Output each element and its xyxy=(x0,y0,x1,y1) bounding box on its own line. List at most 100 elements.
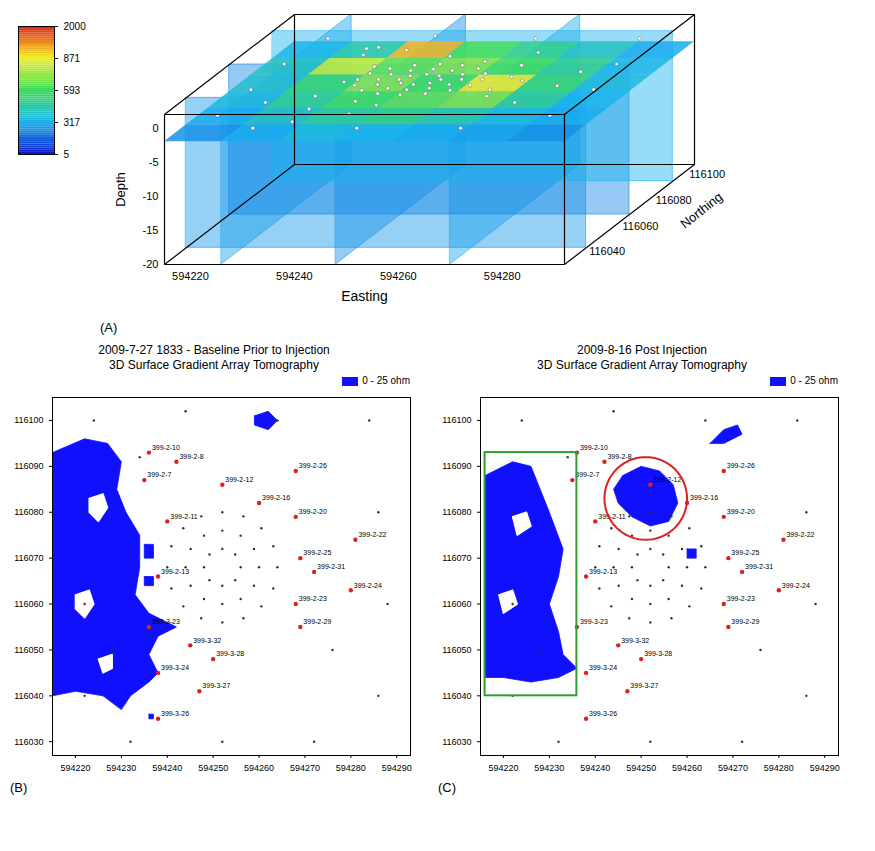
svg-text:-20: -20 xyxy=(143,258,159,270)
svg-text:-10: -10 xyxy=(143,190,159,202)
svg-text:594280: 594280 xyxy=(764,763,794,773)
svg-text:116090: 116090 xyxy=(14,461,43,471)
svg-text:399-3-28: 399-3-28 xyxy=(216,650,244,657)
svg-text:594280: 594280 xyxy=(336,763,366,773)
svg-text:116060: 116060 xyxy=(14,599,43,609)
svg-text:116100: 116100 xyxy=(14,415,43,425)
html-text:(B): (B) xyxy=(10,780,28,795)
svg-text:594240: 594240 xyxy=(580,763,610,773)
svg-text:399-3-27: 399-3-27 xyxy=(630,682,658,689)
svg-text:399-2-16: 399-2-16 xyxy=(690,494,718,501)
svg-text:116030: 116030 xyxy=(14,737,43,747)
svg-text:594220: 594220 xyxy=(488,763,518,773)
svg-text:399-2-13: 399-2-13 xyxy=(161,568,189,575)
svg-text:594260: 594260 xyxy=(672,763,702,773)
svg-text:116060: 116060 xyxy=(623,220,659,232)
svg-text:594240: 594240 xyxy=(152,763,182,773)
svg-text:116060: 116060 xyxy=(442,599,471,609)
svg-text:2000: 2000 xyxy=(64,21,87,32)
svg-text:116080: 116080 xyxy=(442,507,471,517)
html-text:2009-7-27 1833 - Baseline Prio: 2009-7-27 1833 - Baseline Prior to Injec… xyxy=(98,343,330,357)
svg-text:399-2-10: 399-2-10 xyxy=(580,444,608,451)
svg-text:594270: 594270 xyxy=(290,763,320,773)
svg-text:399-2-31: 399-2-31 xyxy=(745,563,773,570)
svg-text:399-3-32: 399-3-32 xyxy=(621,637,649,644)
svg-text:871: 871 xyxy=(64,53,81,64)
svg-text:594260: 594260 xyxy=(244,763,274,773)
svg-text:399-2-7: 399-2-7 xyxy=(575,471,599,478)
svg-text:399-2-7: 399-2-7 xyxy=(147,471,171,478)
svg-text:116030: 116030 xyxy=(442,737,471,747)
svg-text:399-2-24: 399-2-24 xyxy=(354,582,382,589)
svg-text:116080: 116080 xyxy=(656,194,692,206)
svg-text:594230: 594230 xyxy=(106,763,136,773)
svg-text:399-2-25: 399-2-25 xyxy=(303,549,331,556)
svg-text:594290: 594290 xyxy=(382,763,412,773)
svg-text:399-2-13: 399-2-13 xyxy=(589,568,617,575)
svg-text:399-2-23: 399-2-23 xyxy=(299,595,327,602)
svg-text:399-2-20: 399-2-20 xyxy=(727,508,755,515)
svg-text:399-2-22: 399-2-22 xyxy=(358,531,386,538)
svg-text:-5: -5 xyxy=(149,156,159,168)
svg-text:116070: 116070 xyxy=(14,553,43,563)
svg-text:594220: 594220 xyxy=(172,270,209,282)
svg-text:116100: 116100 xyxy=(442,415,471,425)
svg-text:399-2-26: 399-2-26 xyxy=(299,462,327,469)
svg-text:399-3-24: 399-3-24 xyxy=(589,664,617,671)
svg-text:5: 5 xyxy=(64,149,70,160)
svg-text:594270: 594270 xyxy=(718,763,748,773)
svg-text:Northing: Northing xyxy=(677,189,725,231)
svg-text:594240: 594240 xyxy=(276,270,313,282)
svg-text:399-2-8: 399-2-8 xyxy=(607,453,631,460)
svg-text:317: 317 xyxy=(64,117,81,128)
svg-text:116070: 116070 xyxy=(442,553,471,563)
svg-text:399-2-11: 399-2-11 xyxy=(170,513,198,520)
svg-text:399-3-26: 399-3-26 xyxy=(161,710,189,717)
svg-text:116090: 116090 xyxy=(442,461,471,471)
svg-text:594290: 594290 xyxy=(810,763,840,773)
svg-text:116040: 116040 xyxy=(14,691,43,701)
svg-text:594230: 594230 xyxy=(534,763,564,773)
svg-text:399-2-31: 399-2-31 xyxy=(317,563,345,570)
svg-text:116040: 116040 xyxy=(442,691,471,701)
svg-text:594260: 594260 xyxy=(380,270,417,282)
svg-text:399-3-28: 399-3-28 xyxy=(644,650,672,657)
svg-text:594250: 594250 xyxy=(198,763,228,773)
svg-text:399-3-32: 399-3-32 xyxy=(193,637,221,644)
svg-text:399-2-10: 399-2-10 xyxy=(152,444,180,451)
svg-text:0: 0 xyxy=(152,122,158,134)
svg-text:399-2-29: 399-2-29 xyxy=(731,618,759,625)
svg-text:399-2-12: 399-2-12 xyxy=(653,476,681,483)
svg-text:399-2-22: 399-2-22 xyxy=(786,531,814,538)
svg-text:399-2-11: 399-2-11 xyxy=(598,513,626,520)
svg-text:594280: 594280 xyxy=(484,270,521,282)
svg-text:399-2-24: 399-2-24 xyxy=(782,582,810,589)
svg-text:399-2-26: 399-2-26 xyxy=(727,462,755,469)
svg-text:399-2-8: 399-2-8 xyxy=(179,453,203,460)
svg-text:594250: 594250 xyxy=(626,763,656,773)
svg-text:399-3-23: 399-3-23 xyxy=(580,618,608,625)
svg-text:399-2-23: 399-2-23 xyxy=(727,595,755,602)
svg-text:399-3-27: 399-3-27 xyxy=(202,682,230,689)
html-text:(C): (C) xyxy=(438,780,456,795)
svg-text:116100: 116100 xyxy=(689,168,725,180)
html-text:(A): (A) xyxy=(100,320,118,335)
svg-text:116040: 116040 xyxy=(589,245,625,257)
svg-text:594220: 594220 xyxy=(60,763,90,773)
svg-text:399-2-16: 399-2-16 xyxy=(262,494,290,501)
svg-text:-15: -15 xyxy=(143,224,159,236)
svg-text:399-3-24: 399-3-24 xyxy=(161,664,189,671)
svg-text:116050: 116050 xyxy=(442,645,471,655)
svg-text:399-2-12: 399-2-12 xyxy=(225,476,253,483)
svg-text:Depth: Depth xyxy=(113,172,128,207)
svg-text:116080: 116080 xyxy=(14,507,43,517)
svg-text:593: 593 xyxy=(64,85,81,96)
svg-text:399-2-20: 399-2-20 xyxy=(299,508,327,515)
svg-text:399-3-23: 399-3-23 xyxy=(152,618,180,625)
svg-text:116050: 116050 xyxy=(14,645,43,655)
svg-text:399-3-26: 399-3-26 xyxy=(589,710,617,717)
html-text:3D Surface Gradient Array Tomo: 3D Surface Gradient Array Tomography xyxy=(109,358,319,372)
svg-text:Easting: Easting xyxy=(341,288,388,304)
svg-text:399-2-25: 399-2-25 xyxy=(731,549,759,556)
svg-text:399-2-29: 399-2-29 xyxy=(303,618,331,625)
